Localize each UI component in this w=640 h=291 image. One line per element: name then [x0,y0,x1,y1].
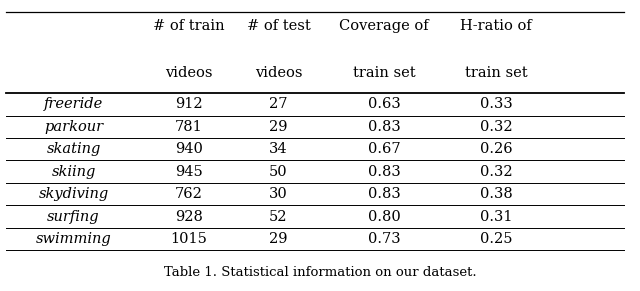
Text: 762: 762 [175,187,203,201]
Text: train set: train set [465,66,527,80]
Text: 0.67: 0.67 [368,142,400,156]
Text: 0.31: 0.31 [480,210,512,223]
Text: 0.83: 0.83 [367,120,401,134]
Text: 27: 27 [269,97,287,111]
Text: 30: 30 [269,187,288,201]
Text: freeride: freeride [44,97,103,111]
Text: H-ratio of: H-ratio of [460,19,532,33]
Text: Coverage of: Coverage of [339,19,429,33]
Text: 0.83: 0.83 [367,187,401,201]
Text: 940: 940 [175,142,203,156]
Text: 29: 29 [269,232,287,246]
Text: surfing: surfing [47,210,100,223]
Text: 50: 50 [269,165,288,179]
Text: 0.38: 0.38 [479,187,513,201]
Text: skydiving: skydiving [38,187,109,201]
Text: 29: 29 [269,120,287,134]
Text: 0.32: 0.32 [480,120,512,134]
Text: train set: train set [353,66,415,80]
Text: skiing: skiing [51,165,96,179]
Text: 0.83: 0.83 [367,165,401,179]
Text: videos: videos [165,66,212,80]
Text: 1015: 1015 [170,232,207,246]
Text: 34: 34 [269,142,288,156]
Text: 781: 781 [175,120,203,134]
Text: 0.63: 0.63 [367,97,401,111]
Text: Table 1. Statistical information on our dataset.: Table 1. Statistical information on our … [164,266,476,279]
Text: # of test: # of test [246,19,310,33]
Text: 0.80: 0.80 [367,210,401,223]
Text: skating: skating [47,142,100,156]
Text: 0.25: 0.25 [480,232,512,246]
Text: videos: videos [255,66,302,80]
Text: 945: 945 [175,165,203,179]
Text: 0.32: 0.32 [480,165,512,179]
Text: 0.26: 0.26 [480,142,512,156]
Text: 0.33: 0.33 [479,97,513,111]
Text: # of train: # of train [153,19,225,33]
Text: 52: 52 [269,210,287,223]
Text: 928: 928 [175,210,203,223]
Text: 0.73: 0.73 [368,232,400,246]
Text: swimming: swimming [36,232,111,246]
Text: 912: 912 [175,97,203,111]
Text: parkour: parkour [44,120,103,134]
